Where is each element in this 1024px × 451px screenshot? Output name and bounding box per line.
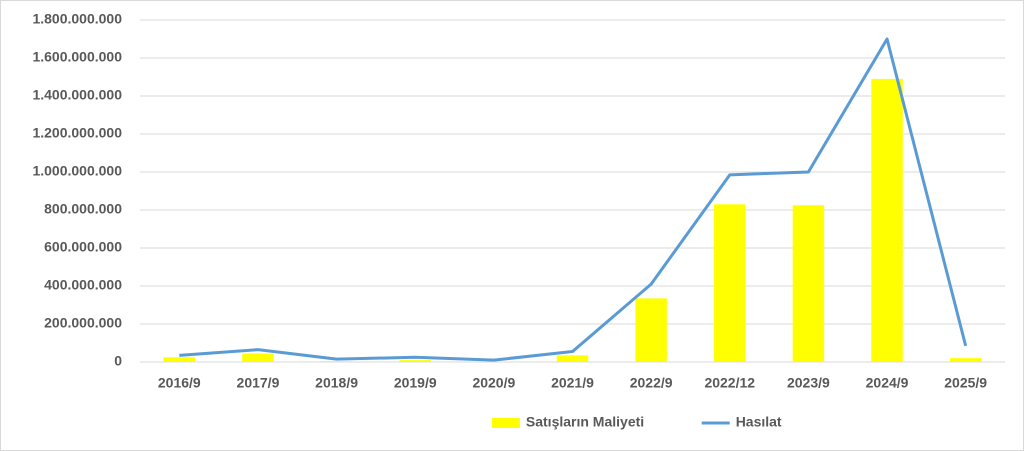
y-tick-label: 1.600.000.000 (32, 49, 122, 65)
bar (478, 361, 510, 362)
y-tick-label: 1.400.000.000 (32, 87, 122, 103)
legend-swatch (491, 418, 520, 428)
bar (871, 78, 903, 363)
x-tick-label: 2025/9 (944, 375, 987, 391)
bar (399, 360, 431, 362)
x-tick-label: 2020/9 (472, 375, 515, 391)
x-tick-label: 2022/9 (630, 375, 673, 391)
y-tick-label: 600.000.000 (44, 239, 122, 255)
bar (792, 205, 825, 362)
y-tick-label: 1.200.000.000 (32, 125, 122, 141)
legend-label: Hasılat (736, 414, 782, 430)
bar (635, 298, 667, 362)
x-tick-label: 2022/12 (704, 375, 755, 391)
x-tick-label: 2016/9 (158, 375, 201, 391)
x-tick-label: 2019/9 (394, 375, 437, 391)
y-tick-label: 1.800.000.000 (32, 11, 122, 27)
bar (163, 357, 196, 362)
x-tick-label: 2018/9 (315, 375, 358, 391)
bar (242, 353, 274, 362)
x-tick-label: 2017/9 (237, 375, 280, 391)
bar (949, 358, 982, 362)
x-tick-label: 2021/9 (551, 375, 594, 391)
bar (320, 361, 353, 362)
legend-label: Satışların Maliyeti (526, 414, 644, 430)
y-tick-label: 400.000.000 (44, 277, 122, 293)
x-tick-label: 2023/9 (787, 375, 830, 391)
y-tick-label: 0 (114, 353, 122, 369)
y-tick-label: 1.000.000.000 (32, 163, 122, 179)
y-tick-label: 200.000.000 (44, 315, 122, 331)
y-tick-label: 800.000.000 (44, 201, 122, 217)
bar (556, 355, 589, 362)
line (179, 37, 968, 362)
x-tick-label: 2024/9 (866, 375, 909, 391)
bar (714, 204, 746, 362)
